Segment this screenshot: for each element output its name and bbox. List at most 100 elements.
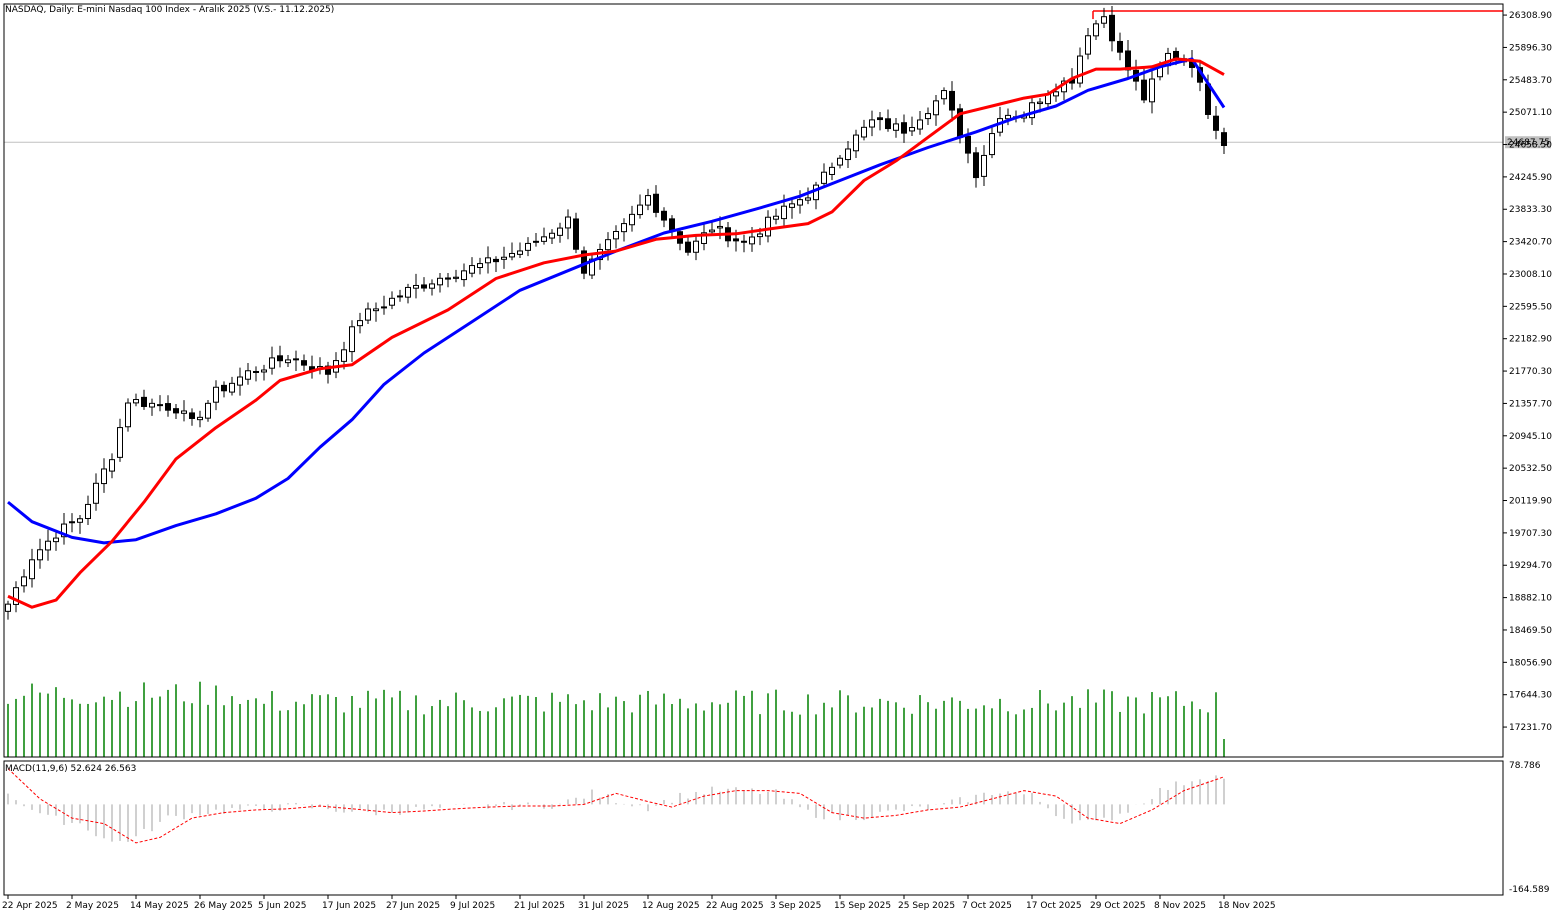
candle-body [389, 297, 395, 306]
candle [269, 346, 275, 375]
candle-body [125, 402, 131, 428]
candle-body [1029, 102, 1035, 119]
candle-body [1053, 91, 1059, 97]
candle [693, 234, 699, 261]
candle-body [77, 518, 83, 523]
candle-body [1093, 23, 1099, 37]
candle [877, 112, 883, 131]
candle [765, 210, 771, 243]
candle [469, 257, 475, 278]
candle [1213, 106, 1219, 140]
candle [853, 129, 859, 159]
candle-body [237, 376, 243, 386]
candle [13, 581, 19, 613]
candle-body [413, 284, 419, 289]
candle-body [773, 215, 779, 220]
x-tick-label: 3 Sep 2025 [770, 901, 821, 911]
x-tick-label: 7 Oct 2025 [962, 901, 1012, 911]
x-tick-label: 15 Sep 2025 [834, 901, 891, 911]
candle-body [229, 382, 235, 393]
macd-label: MACD(11,9,6) 52.624 26.563 [5, 764, 136, 774]
candle [645, 188, 651, 211]
candle [621, 218, 627, 242]
candle [453, 269, 459, 283]
candle [589, 253, 595, 280]
candle [181, 400, 187, 422]
y-tick-label: 25896.30 [1509, 43, 1552, 53]
candle [117, 418, 123, 462]
candle [141, 389, 147, 410]
candle [1029, 97, 1035, 125]
y-tick-label: 23420.70 [1509, 238, 1552, 248]
candle [973, 147, 979, 188]
candle-body [501, 256, 507, 260]
candle-body [277, 355, 283, 362]
x-tick-label: 29 Oct 2025 [1090, 901, 1146, 911]
y-tick-label: 24658.50 [1509, 141, 1552, 151]
candle-body [61, 523, 67, 538]
candle-body [1117, 40, 1123, 53]
candle [437, 273, 443, 293]
candle-body [701, 232, 707, 244]
candle-body [621, 223, 627, 233]
candle-body [1085, 35, 1091, 55]
candle [493, 256, 499, 273]
candle-body [477, 263, 483, 269]
candlesticks [5, 6, 1227, 620]
candle-body [453, 276, 459, 279]
candle-body [557, 227, 563, 236]
candle [421, 277, 427, 292]
candle [677, 228, 683, 251]
candle [5, 600, 11, 620]
macd-y-tick-label: 78.786 [1509, 761, 1541, 771]
ma-slow-line [7, 57, 1226, 545]
y-tick-label: 21357.70 [1509, 399, 1552, 409]
candle [429, 279, 435, 296]
price-level-line-group: 24687.75 [4, 10, 1551, 149]
candle-body [509, 252, 515, 258]
x-tick-label: 2 May 2025 [66, 901, 119, 911]
candle-body [605, 239, 611, 251]
candle [61, 513, 67, 545]
candle-body [325, 365, 331, 375]
candle [1109, 6, 1115, 52]
candle-body [877, 117, 883, 121]
candle [941, 87, 947, 105]
y-tick-label: 18882.10 [1509, 594, 1552, 604]
candle-body [301, 360, 307, 366]
candle-body [493, 258, 499, 263]
candle-body [965, 135, 971, 154]
candle-body [373, 308, 379, 312]
candle-body [253, 370, 259, 373]
candle-body [869, 119, 875, 128]
candle [309, 355, 315, 379]
candle [701, 222, 707, 251]
x-tick-label: 22 Aug 2025 [706, 901, 764, 911]
candle [533, 233, 539, 247]
candle [477, 257, 483, 275]
candle [789, 198, 795, 219]
candle [1149, 70, 1155, 114]
candle [885, 109, 891, 132]
candle [501, 246, 507, 269]
candle [277, 345, 283, 368]
candle-body [285, 359, 291, 364]
candle-body [469, 265, 475, 274]
candle-body [205, 402, 211, 419]
candle-body [381, 306, 387, 309]
candle-body [821, 171, 827, 184]
candle-body [861, 126, 867, 138]
candle-body [365, 308, 371, 321]
candle-body [613, 230, 619, 240]
candle [805, 187, 811, 205]
candle [373, 302, 379, 322]
candle-body [533, 240, 539, 243]
candle-body [797, 199, 803, 206]
candle [837, 154, 843, 169]
candle-body [757, 233, 763, 238]
candle [109, 453, 115, 479]
candle [461, 263, 467, 287]
candle-body [261, 369, 267, 373]
candle-body [173, 408, 179, 414]
